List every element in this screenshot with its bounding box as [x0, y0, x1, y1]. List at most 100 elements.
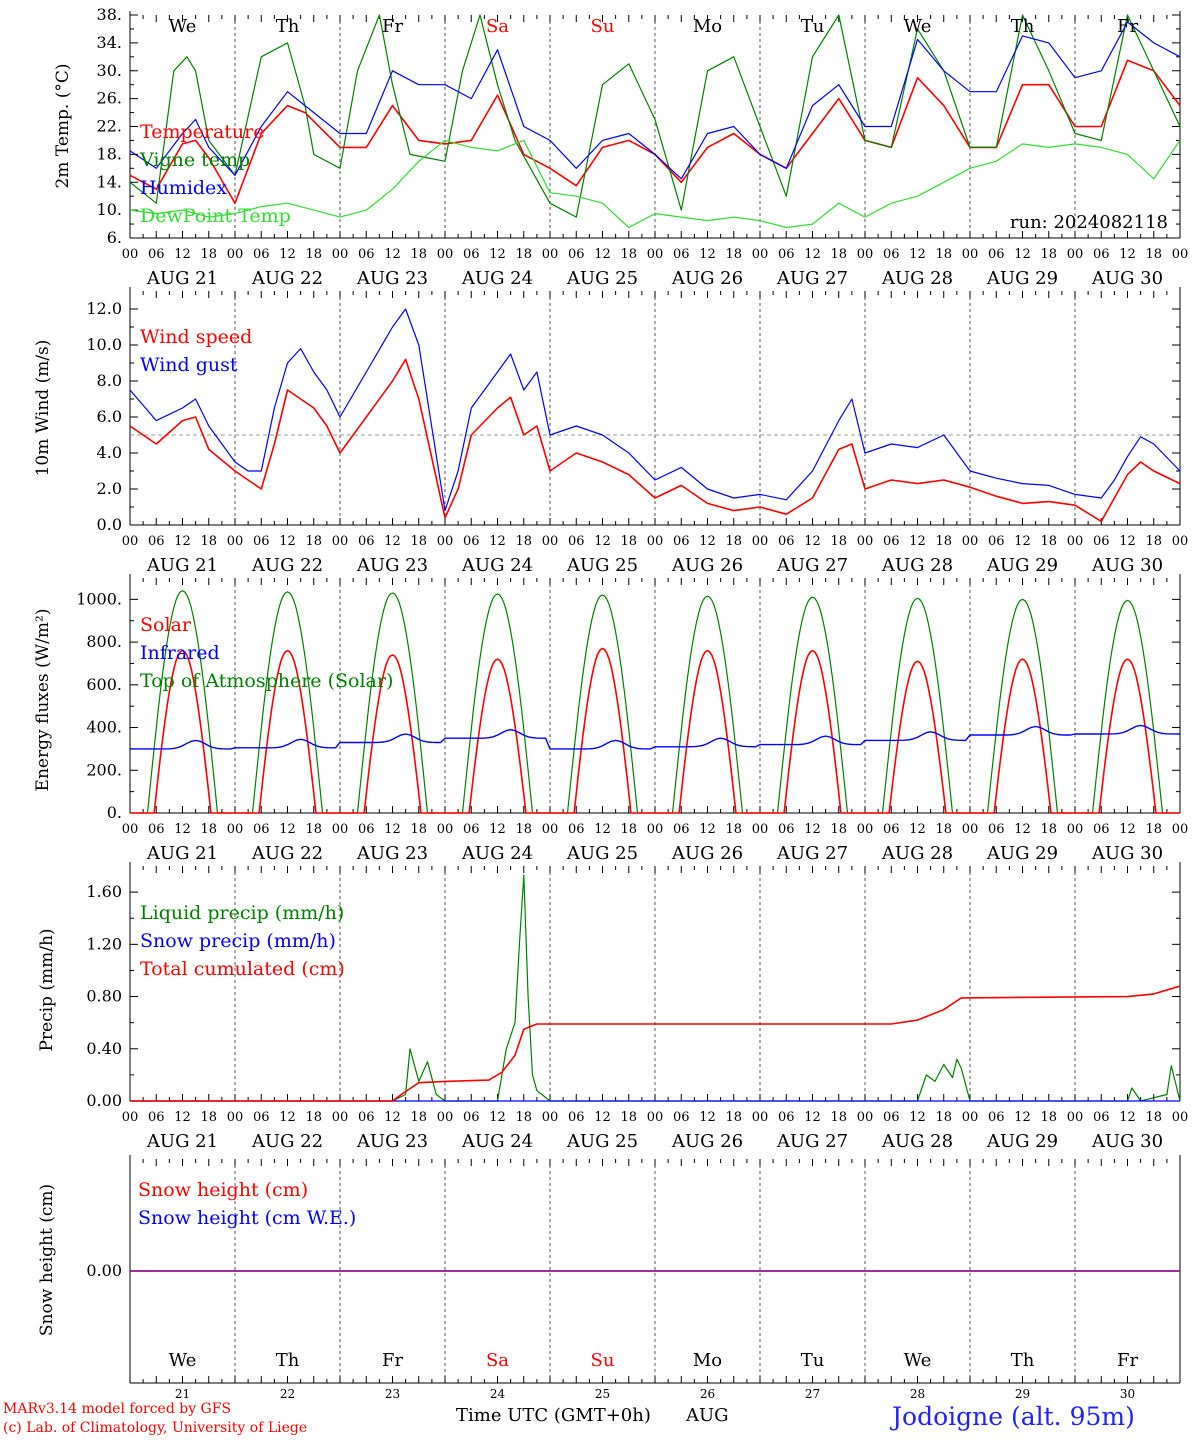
hour-tick-label: 00: [542, 534, 559, 549]
hour-tick-label: 06: [988, 247, 1005, 262]
day-number-label: 24: [490, 1387, 506, 1401]
hour-tick-label: 18: [515, 247, 532, 262]
date-label: AUG 24: [461, 843, 533, 864]
y-axis-label: Energy fluxes (W/m²): [33, 609, 53, 792]
hour-tick-label: 06: [673, 1110, 690, 1125]
hour-tick-label: 18: [830, 822, 847, 837]
date-label: AUG 21: [146, 555, 218, 576]
date-label: AUG 27: [776, 268, 848, 289]
date-label: AUG 22: [251, 1131, 323, 1152]
legend-entry: Wind speed: [140, 326, 252, 348]
date-label: AUG 27: [776, 1131, 848, 1152]
hour-tick-label: 12: [804, 1110, 821, 1125]
date-label: AUG 21: [146, 268, 218, 289]
day-number-label: 22: [280, 1387, 295, 1401]
hour-tick-label: 18: [515, 822, 532, 837]
legend-entry: Snow height (cm W.E.): [138, 1207, 356, 1229]
hour-tick-label: 00: [857, 534, 874, 549]
series-wind-speed: [129, 358, 1181, 523]
hour-tick-label: 06: [778, 822, 795, 837]
hour-tick-label: 18: [620, 534, 637, 549]
date-label: AUG 29: [986, 1131, 1058, 1152]
hour-tick-label: 06: [883, 822, 900, 837]
date-label: AUG 28: [881, 555, 953, 576]
series-solar: [130, 647, 1180, 814]
day-number-label: 25: [595, 1387, 610, 1401]
hour-tick-label: 18: [830, 534, 847, 549]
weekday-label-top: Tu: [801, 16, 825, 37]
hour-tick-label: 06: [253, 534, 270, 549]
hour-tick-label: 12: [279, 534, 296, 549]
hour-tick-label: 00: [542, 1110, 559, 1125]
date-label: AUG 25: [566, 843, 638, 864]
hour-tick-label: 06: [463, 534, 480, 549]
hour-tick-label: 12: [489, 1110, 506, 1125]
day-number-label: 27: [805, 1387, 820, 1401]
hour-tick-label: 00: [1172, 534, 1189, 549]
date-label: AUG 25: [566, 268, 638, 289]
date-label: AUG 25: [566, 555, 638, 576]
hour-tick-label: 18: [1145, 534, 1162, 549]
hour-tick-label: 12: [909, 1110, 926, 1125]
month-label: AUG: [686, 1405, 729, 1426]
y-axis-label: Precip (mm/h): [37, 928, 57, 1051]
hour-tick-label: 06: [253, 1110, 270, 1125]
weekday-label-top: Th: [1011, 16, 1035, 37]
hour-tick-label: 12: [699, 534, 716, 549]
hour-tick-label: 06: [148, 822, 165, 837]
hour-tick-label: 12: [909, 247, 926, 262]
hour-tick-label: 00: [542, 247, 559, 262]
date-label: AUG 23: [356, 1131, 428, 1152]
hour-tick-label: 06: [463, 1110, 480, 1125]
legend-entry: Top of Atmosphere (Solar): [140, 670, 393, 692]
hour-tick-label: 12: [699, 1110, 716, 1125]
hour-tick-label: 12: [1014, 1110, 1031, 1125]
hour-tick-label: 18: [1040, 1110, 1057, 1125]
hour-tick-label: 00: [857, 822, 874, 837]
date-label: AUG 28: [881, 268, 953, 289]
hour-tick-label: 18: [935, 1110, 952, 1125]
y-tick-label: 600.: [86, 675, 122, 694]
weekday-label-bottom: Th: [276, 1350, 300, 1371]
hour-tick-label: 00: [752, 247, 769, 262]
hour-tick-label: 06: [463, 822, 480, 837]
hour-tick-label: 00: [1172, 822, 1189, 837]
hour-tick-label: 00: [1172, 1110, 1189, 1125]
date-label: AUG 21: [146, 843, 218, 864]
station-label: Jodoigne (alt. 95m): [892, 1402, 1135, 1431]
hour-tick-label: 18: [410, 247, 427, 262]
hour-tick-label: 00: [752, 822, 769, 837]
panel-1: [129, 11, 1181, 239]
hour-tick-label: 06: [568, 1110, 585, 1125]
hour-tick-label: 18: [1145, 822, 1162, 837]
hour-tick-label: 18: [1040, 822, 1057, 837]
hour-tick-label: 12: [1119, 534, 1136, 549]
hour-tick-label: 18: [305, 534, 322, 549]
date-label: AUG 22: [251, 555, 323, 576]
panel-2: [129, 287, 1181, 526]
hour-tick-label: 00: [962, 1110, 979, 1125]
weekday-label-top: Sa: [486, 16, 509, 37]
date-label: AUG 30: [1091, 555, 1163, 576]
hour-tick-label: 06: [988, 534, 1005, 549]
day-number-label: 30: [1120, 1387, 1135, 1401]
hour-tick-label: 18: [305, 247, 322, 262]
hour-tick-label: 18: [620, 1110, 637, 1125]
hour-tick-label: 00: [122, 247, 139, 262]
hour-tick-label: 00: [122, 822, 139, 837]
hour-tick-label: 00: [437, 822, 454, 837]
hour-tick-label: 06: [148, 534, 165, 549]
date-label: AUG 25: [566, 1131, 638, 1152]
hour-tick-label: 18: [515, 534, 532, 549]
y-tick-label: 22.: [97, 117, 122, 136]
hour-tick-label: 00: [1067, 822, 1084, 837]
y-tick-label: 0.00: [86, 1261, 122, 1280]
hour-tick-label: 06: [358, 822, 375, 837]
series-infrared: [130, 724, 1181, 750]
hour-tick-label: 12: [489, 534, 506, 549]
hour-tick-label: 00: [437, 247, 454, 262]
legend-entry: Snow precip (mm/h): [140, 930, 336, 952]
hour-tick-label: 06: [253, 247, 270, 262]
legend-entry: Vigne temp: [139, 149, 250, 171]
hour-tick-label: 12: [699, 247, 716, 262]
